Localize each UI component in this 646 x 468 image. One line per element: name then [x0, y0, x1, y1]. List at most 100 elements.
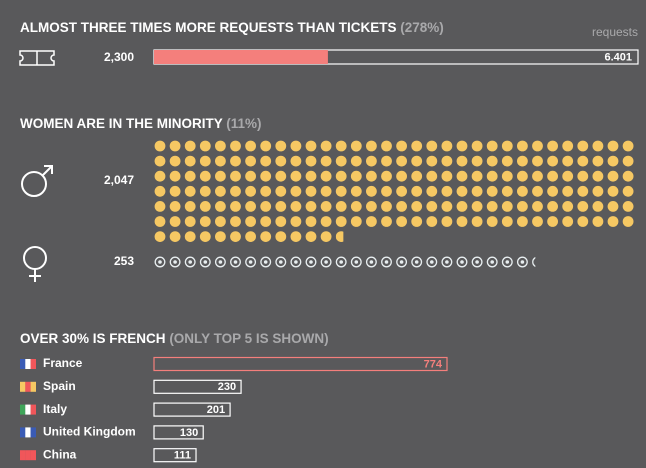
dot: [562, 170, 574, 182]
dot: [381, 201, 392, 212]
country-name: China: [43, 447, 77, 461]
dot: [441, 201, 453, 212]
dot: [441, 155, 453, 167]
dot: [381, 216, 392, 227]
flag-stripe: [30, 427, 36, 438]
dot: [260, 231, 272, 243]
dot-core: [233, 260, 238, 264]
dot: [260, 140, 272, 152]
dot-core: [430, 260, 434, 264]
dot: [577, 140, 589, 152]
dot: [215, 201, 226, 212]
dot: [577, 201, 589, 212]
dot: [577, 216, 589, 227]
section-title: WOMEN ARE IN THE MINORITY (11%): [20, 116, 262, 131]
dot: [275, 170, 287, 182]
dot: [335, 185, 347, 197]
dot: [441, 140, 453, 152]
dot: [366, 185, 377, 197]
country-name: Italy: [43, 402, 67, 416]
requests-label: requests: [592, 25, 638, 39]
dot: [320, 170, 332, 182]
dot: [154, 201, 166, 212]
dot: [486, 140, 498, 152]
dot: [532, 185, 543, 197]
dot: [169, 140, 181, 152]
title-text: ALMOST THREE TIMES MORE REQUESTS THAN TI…: [20, 20, 397, 35]
dot: [260, 185, 272, 197]
dot: [184, 140, 196, 152]
dot: [230, 155, 241, 167]
country-value: 130: [180, 427, 198, 439]
dot: [532, 140, 543, 152]
dot: [215, 140, 226, 152]
dot-core: [263, 260, 268, 264]
tickets-bar: [154, 50, 328, 64]
dot: [577, 185, 589, 197]
dot: [486, 201, 498, 212]
dot: [396, 140, 407, 152]
dot: [456, 185, 468, 197]
dot: [169, 201, 181, 212]
dot: [245, 201, 256, 212]
dot: [169, 155, 181, 167]
flag-stripe: [20, 427, 26, 438]
dot: [622, 155, 634, 167]
dot: [441, 170, 453, 182]
dot: [230, 140, 241, 152]
dot: [486, 155, 498, 167]
dot: [562, 140, 574, 152]
country-name: France: [43, 356, 83, 370]
dot-core: [218, 260, 223, 264]
dot: [426, 216, 438, 227]
dot: [275, 216, 287, 227]
dot-core: [173, 260, 177, 264]
dot: [169, 170, 181, 182]
dot: [335, 140, 347, 152]
dot: [320, 140, 332, 152]
dot: [456, 155, 468, 167]
dot: [305, 140, 317, 152]
dot: [501, 140, 513, 152]
dot: [350, 140, 362, 152]
dot: [290, 201, 302, 212]
dot: [501, 155, 513, 167]
dot: [199, 155, 211, 167]
flag-stripe: [20, 381, 26, 392]
dot: [426, 170, 438, 182]
country-value: 774: [424, 358, 443, 370]
dot: [471, 201, 483, 212]
dot: [622, 185, 634, 197]
dot: [154, 155, 166, 167]
dot: [396, 216, 407, 227]
dot: [320, 216, 332, 227]
dot-group: [154, 140, 634, 243]
dot: [396, 155, 407, 167]
dot: [350, 185, 362, 197]
dot: [396, 170, 407, 182]
dot-core: [188, 260, 192, 264]
requests-value: 6.401: [604, 51, 632, 63]
dot: [456, 170, 468, 182]
women-value: 253: [114, 254, 134, 268]
dot: [350, 216, 362, 227]
dot: [245, 231, 256, 243]
dot: [411, 201, 423, 212]
title-note: (ONLY TOP 5 IS SHOWN): [169, 331, 328, 346]
flag-stripe: [30, 450, 36, 461]
dot: [275, 185, 287, 197]
dot: [547, 170, 558, 182]
dot: [547, 185, 558, 197]
dot: [441, 185, 453, 197]
dot: [290, 216, 302, 227]
dot: [320, 155, 332, 167]
dot: [501, 170, 513, 182]
dot: [320, 231, 332, 243]
dot: [260, 170, 272, 182]
male-icon: [21, 165, 53, 197]
dot: [607, 170, 619, 182]
dot-core: [248, 260, 253, 264]
dot: [622, 140, 634, 152]
dot-core: [460, 260, 464, 264]
